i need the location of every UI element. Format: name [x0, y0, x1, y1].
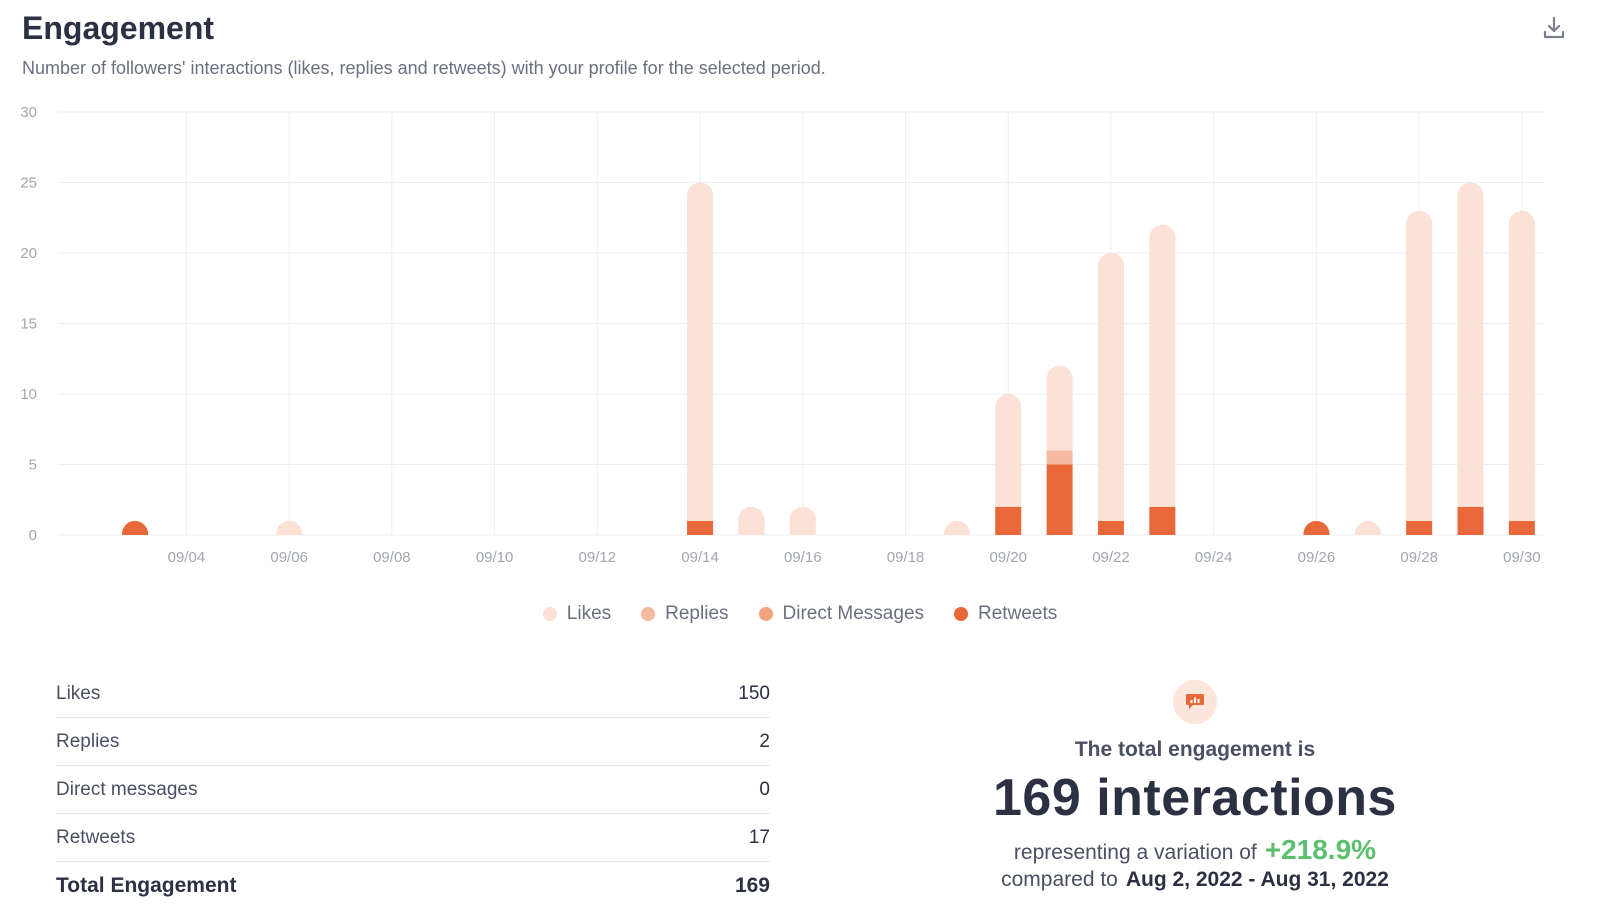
- bar-retweets: [122, 520, 149, 535]
- chat-bubble-chart-icon: [1173, 680, 1217, 724]
- bar-retweets: [1457, 506, 1484, 535]
- engagement-total: 169 interactions: [993, 769, 1397, 827]
- bar-likes: [1097, 253, 1124, 521]
- row-label: Retweets: [56, 826, 136, 848]
- bar-retweets: [995, 506, 1022, 535]
- x-tick-label: 09/30: [1503, 549, 1541, 566]
- y-tick-label: 25: [20, 175, 37, 192]
- x-tick-label: 09/12: [579, 549, 617, 566]
- bar-likes: [789, 506, 816, 535]
- page-title: Engagement: [22, 10, 215, 46]
- x-tick-label: 09/14: [681, 549, 719, 566]
- y-tick-label: 10: [20, 386, 37, 403]
- row-value: 17: [748, 826, 770, 848]
- engagement-summary-table: Likes 150 Replies 2 Direct messages 0 Re…: [56, 670, 770, 908]
- x-tick-label: 09/06: [270, 549, 308, 566]
- bar-likes: [276, 520, 303, 535]
- x-tick-label: 09/24: [1195, 549, 1233, 566]
- bar-retweets: [1406, 520, 1433, 535]
- x-tick-label: 09/28: [1400, 549, 1438, 566]
- comparison-line: compared to Aug 2, 2022 - Aug 31, 2022: [940, 868, 1450, 892]
- legend-swatch-replies: [641, 607, 656, 621]
- page-subtitle: Number of followers' interactions (likes…: [22, 58, 826, 78]
- total-engagement-panel: The total engagement is 169 interactions…: [940, 680, 1450, 892]
- row-label: Likes: [56, 682, 101, 704]
- chart-legend: Likes Replies Direct Messages Retweets: [0, 603, 1600, 625]
- x-tick-label: 09/18: [887, 549, 925, 566]
- x-tick-label: 09/04: [168, 549, 206, 566]
- bar-likes: [1508, 210, 1535, 521]
- x-tick-label: 09/26: [1298, 549, 1336, 566]
- bar-retweets: [687, 520, 714, 535]
- x-tick-label: 09/16: [784, 549, 822, 566]
- y-tick-label: 20: [20, 245, 37, 262]
- legend-item-direct-messages[interactable]: Direct Messages: [758, 603, 925, 625]
- total-label: Total Engagement: [56, 874, 237, 897]
- total-value: 169: [734, 874, 770, 897]
- row-value: 0: [759, 778, 770, 800]
- legend-item-likes[interactable]: Likes: [542, 603, 612, 625]
- bar-retweets: [1097, 520, 1124, 535]
- bar-likes: [738, 506, 765, 535]
- row-value: 2: [759, 730, 770, 752]
- y-tick-label: 5: [29, 457, 37, 474]
- bar-likes: [1354, 520, 1381, 535]
- bar-retweets: [1508, 520, 1535, 535]
- download-icon[interactable]: [1540, 14, 1568, 42]
- bar-likes: [943, 520, 970, 535]
- row-label: Replies: [56, 730, 120, 752]
- bar-likes: [1406, 210, 1433, 521]
- bar-likes: [995, 394, 1022, 507]
- bar-likes: [1149, 224, 1176, 507]
- table-row: Replies 2: [56, 718, 770, 766]
- legend-swatch-direct-messages: [758, 607, 773, 621]
- legend-item-retweets[interactable]: Retweets: [954, 603, 1057, 625]
- legend-swatch-retweets: [954, 607, 969, 621]
- x-tick-label: 09/20: [989, 549, 1027, 566]
- table-row: Direct messages 0: [56, 766, 770, 814]
- legend-label-retweets: Retweets: [978, 603, 1058, 624]
- table-row: Retweets 17: [56, 814, 770, 862]
- row-value: 150: [738, 682, 770, 704]
- bar-likes: [1046, 365, 1073, 451]
- table-total-row: Total Engagement 169: [56, 862, 770, 908]
- bar-replies: [1046, 450, 1073, 465]
- bar-likes: [1457, 182, 1484, 507]
- legend-label-direct-messages: Direct Messages: [782, 603, 925, 624]
- legend-label-likes: Likes: [566, 603, 612, 624]
- y-tick-label: 0: [29, 527, 37, 544]
- x-tick-label: 09/08: [373, 549, 411, 566]
- compared-range: Aug 2, 2022 - Aug 31, 2022: [1125, 868, 1389, 891]
- engagement-label: The total engagement is: [1074, 738, 1316, 761]
- variation-value: +218.9%: [1264, 834, 1377, 865]
- bar-retweets: [1149, 506, 1176, 535]
- compared-text: compared to: [1001, 868, 1118, 891]
- x-tick-label: 09/22: [1092, 549, 1130, 566]
- bar-likes: [687, 182, 714, 521]
- bar-retweets: [1303, 520, 1330, 535]
- row-label: Direct messages: [56, 778, 198, 800]
- engagement-chart: 0 5 10 15 20 25 30 09/04 09/06 09/08 09/10 09/12 09/…: [20, 104, 1545, 566]
- table-row: Likes 150: [56, 670, 770, 718]
- y-tick-label: 15: [20, 316, 37, 333]
- variation-text: representing a variation of: [1013, 841, 1257, 864]
- legend-item-replies[interactable]: Replies: [641, 603, 729, 625]
- legend-label-replies: Replies: [665, 603, 729, 624]
- x-tick-label: 09/10: [476, 549, 514, 566]
- legend-swatch-likes: [542, 607, 557, 621]
- bar-retweets: [1046, 464, 1073, 535]
- variation-line: representing a variation of +218.9%: [940, 834, 1450, 866]
- y-tick-label: 30: [20, 104, 37, 121]
